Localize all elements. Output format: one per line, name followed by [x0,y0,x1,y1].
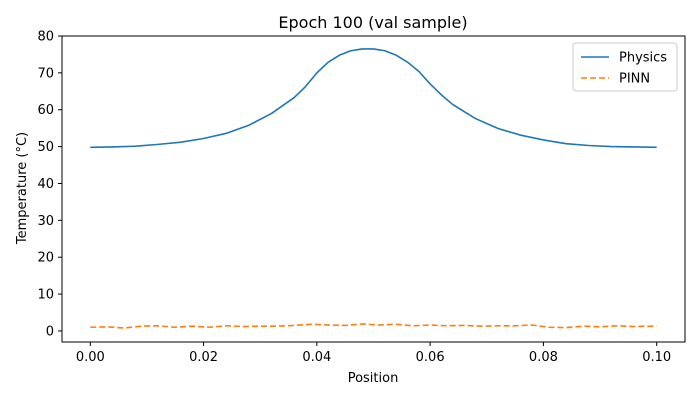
legend-label-physics: Physics [619,51,667,66]
chart-title: Epoch 100 (val sample) [278,13,467,32]
plot-frame [61,35,686,343]
y-tick-label: 20 [37,251,54,266]
y-tick-label: 70 [37,66,54,81]
legend: Physics PINN [572,42,678,92]
y-tick-label: 10 [37,288,54,303]
legend-box [572,42,678,92]
x-tick-label: 0.06 [416,350,445,365]
y-tick-label: 80 [37,30,54,45]
series-line-pinn [90,323,657,329]
y-tick-label: 0 [46,324,54,339]
y-tick-label: 60 [37,103,54,118]
y-axis-title: Temperature (°C) [15,132,30,245]
x-axis-title: Position [348,371,399,386]
x-tick-label: 0.02 [189,350,218,365]
plot-area [61,35,686,343]
y-tick-label: 40 [37,177,54,192]
series-line-physics [90,48,657,149]
y-tick-label: 30 [37,214,54,229]
x-tick-label: 0.10 [642,350,671,365]
legend-label-pinn: PINN [619,72,650,87]
x-tick-label: 0.04 [302,350,331,365]
x-tick-label: 0.08 [529,350,558,365]
x-tick-label: 0.00 [76,350,105,365]
axis-ticks: 0.00 0.02 0.04 0.06 0.08 0.10 0 10 20 30 40 50 60 70 8… [37,30,671,366]
y-tick-label: 50 [37,140,54,155]
